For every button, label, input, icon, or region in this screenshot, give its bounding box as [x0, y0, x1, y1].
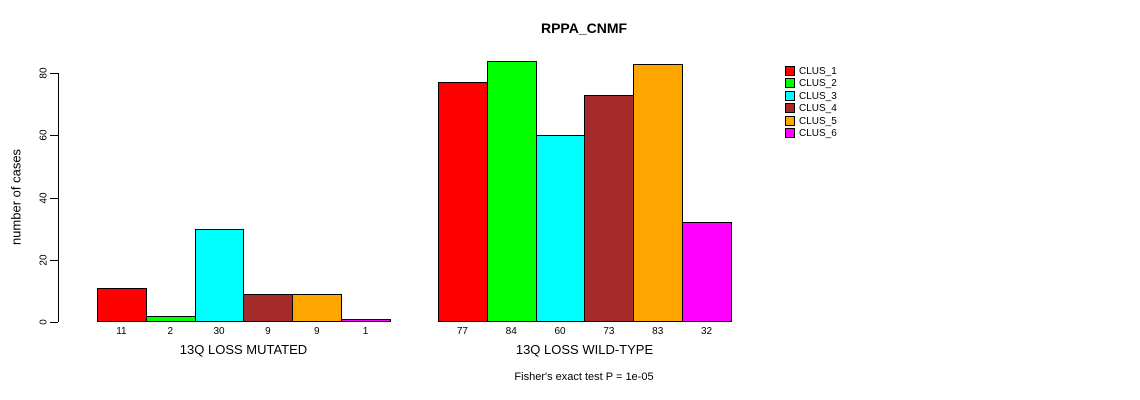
bar-value-label: 84: [505, 326, 517, 337]
x-group-label: 13Q LOSS WILD-TYPE: [515, 342, 654, 357]
legend-label-clus_5: CLUS_5: [799, 115, 837, 127]
y-axis-tick-mark: [50, 322, 58, 323]
y-axis-line: [58, 73, 59, 322]
legend-swatch-clus_6: [785, 128, 795, 138]
chart-title: RPPA_CNMF: [540, 20, 628, 36]
bar-clus_4-wild-type: [584, 94, 635, 322]
bar-clus_3-mutated: [194, 228, 245, 322]
bar-value-label: 2: [167, 326, 174, 337]
bar-clus_2-wild-type: [486, 60, 537, 322]
y-axis-tick-label: 40: [38, 191, 50, 204]
x-group-label: 13Q LOSS MUTATED: [179, 342, 308, 357]
bar-clus_5-mutated: [292, 293, 343, 322]
bar-clus_2-mutated: [145, 315, 196, 322]
y-axis-tick-mark: [50, 135, 58, 137]
legend-swatch-clus_2: [785, 78, 795, 89]
legend-swatch-clus_5: [785, 115, 795, 126]
legend-label-clus_3: CLUS_3: [799, 90, 837, 102]
y-axis-tick-label: 80: [38, 67, 50, 79]
bar-clus_6-wild-type: [682, 222, 732, 322]
y-axis-tick-label: 20: [38, 254, 50, 266]
bar-value-label: 1: [362, 326, 369, 337]
bar-clus_3-wild-type: [535, 135, 586, 322]
bar-clus_4-mutated: [243, 293, 294, 322]
bar-value-label: 9: [265, 326, 271, 337]
legend-label-clus_4: CLUS_4: [799, 103, 837, 115]
bar-clus_6-mutated: [341, 318, 391, 322]
bar-clus_1-mutated: [97, 287, 147, 322]
bar-value-label: 11: [116, 326, 127, 337]
bar-value-label: 83: [652, 326, 664, 337]
bar-clus_1-wild-type: [438, 82, 488, 322]
legend-label-clus_6: CLUS_6: [799, 128, 837, 139]
y-axis-label: number of cases: [8, 148, 24, 246]
fisher-test-annotation: Fisher's exact test P = 1e-05: [514, 371, 654, 383]
legend-swatch-clus_4: [785, 103, 795, 114]
legend-label-clus_1: CLUS_1: [799, 66, 837, 77]
bar-value-label: 60: [554, 326, 566, 337]
bar-value-label: 9: [313, 326, 320, 337]
y-axis-tick-mark: [50, 197, 58, 199]
bar-value-label: 77: [456, 326, 468, 337]
bar-clus_5-wild-type: [633, 63, 684, 322]
bar-value-label: 73: [603, 326, 615, 337]
y-axis-tick-mark: [50, 259, 58, 261]
bar-value-label: 32: [700, 326, 713, 337]
legend-label-clus_2: CLUS_2: [799, 78, 837, 90]
y-axis-tick-mark: [50, 73, 58, 74]
legend-swatch-clus_1: [785, 66, 795, 76]
y-axis-tick-label: 0: [38, 319, 50, 325]
y-axis-tick-label: 60: [38, 129, 50, 141]
legend-swatch-clus_3: [785, 90, 795, 101]
bar-value-label: 30: [213, 326, 225, 337]
